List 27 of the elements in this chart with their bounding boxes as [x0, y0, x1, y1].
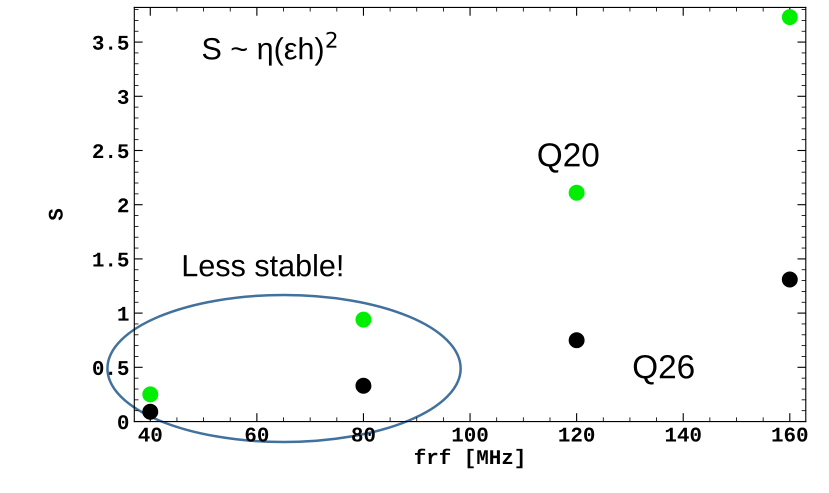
- point: [782, 272, 798, 288]
- x-tick-label: 120: [559, 428, 594, 442]
- annotation: S ~ η(εh)$^{2}$: [202, 32, 336, 66]
- point: [782, 9, 798, 26]
- point: [142, 404, 158, 420]
- y-axis-title: S: [48, 208, 63, 220]
- annotation: Less stable!: [184, 254, 342, 276]
- point: [355, 312, 372, 328]
- point: [355, 378, 372, 394]
- x-tick-label: 100: [452, 428, 488, 442]
- point: [568, 332, 585, 348]
- x-tick-label: 140: [666, 428, 701, 442]
- y-tick-label: 3.5: [92, 36, 128, 50]
- point: [142, 386, 158, 402]
- series-label: Q20: [538, 143, 598, 173]
- y-tick-label: 0: [118, 415, 128, 430]
- x-tick-label: 160: [772, 428, 808, 442]
- point: [568, 184, 585, 201]
- y-tick-label: 1: [118, 306, 129, 321]
- series-label: Q26: [634, 354, 694, 385]
- y-tick-label: 2: [118, 198, 128, 212]
- x-axis-title: frf [MHz]: [414, 448, 522, 468]
- y-tick-label: 1.5: [93, 252, 128, 267]
- x-tick-label: 40: [138, 428, 162, 442]
- y-tick-label: 2.5: [93, 144, 128, 158]
- y-tick-label: 3: [118, 90, 128, 104]
- x-tick-label: 60: [246, 428, 268, 442]
